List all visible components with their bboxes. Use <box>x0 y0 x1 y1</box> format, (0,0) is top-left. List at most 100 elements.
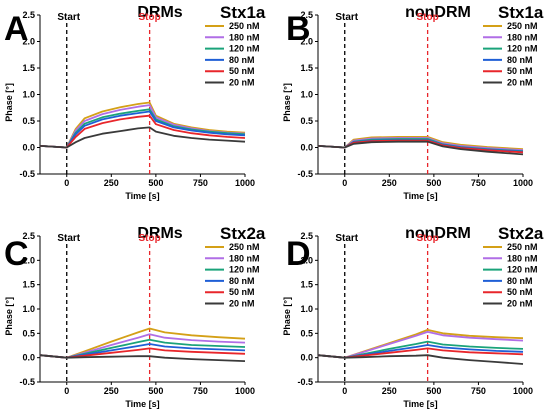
legend-label: 250 nM <box>507 21 538 31</box>
y-tick-label: 0.0 <box>22 353 35 363</box>
panel-title: nonDRM <box>405 4 471 21</box>
toxin-title: Stx2a <box>220 224 266 243</box>
stop-label: Stop <box>417 233 439 244</box>
panel-letter: A <box>4 10 29 48</box>
panel-title: nonDRM <box>405 225 471 242</box>
legend-label: 50 nM <box>229 66 255 76</box>
panel-letter: C <box>4 235 29 273</box>
y-tick-label: 1.0 <box>22 304 35 314</box>
panel-c: C DRMs Stx2a -0.5 0.0 0.5 1.0 1.5 2.0 2.5 0 250 500 7… <box>4 224 266 409</box>
y-tick-label: 1.5 <box>300 280 313 290</box>
x-tick-label: 0 <box>64 178 69 188</box>
toxin-title: Stx1a <box>220 3 266 22</box>
legend-label: 20 nM <box>229 78 255 88</box>
y-axis-title: Phase [°] <box>4 297 14 336</box>
x-axis-title: Time [s] <box>403 191 437 201</box>
y-tick-label: 0.5 <box>22 116 35 126</box>
panel-letter: B <box>286 10 311 48</box>
x-tick-label: 0 <box>342 178 347 188</box>
series-line-250-nm <box>39 101 246 149</box>
y-tick-label: -0.5 <box>19 377 35 387</box>
legend-label: 80 nM <box>507 276 533 286</box>
y-tick-label: -0.5 <box>297 169 313 179</box>
legend-label: 80 nM <box>229 276 255 286</box>
legend-label: 20 nM <box>507 299 533 309</box>
x-axis-title: Time [s] <box>403 399 437 409</box>
x-tick-label: 1000 <box>235 386 255 396</box>
y-tick-label: 2.5 <box>22 231 35 241</box>
y-tick-label: 0.0 <box>300 353 313 363</box>
y-tick-label: 1.0 <box>300 304 313 314</box>
stop-label: Stop <box>139 233 161 244</box>
y-tick-label: 0.0 <box>22 143 35 153</box>
x-tick-label: 1000 <box>513 386 533 396</box>
y-tick-label: -0.5 <box>19 169 35 179</box>
stop-label: Stop <box>139 12 161 23</box>
y-tick-label: 2.0 <box>22 255 35 265</box>
legend-label: 50 nM <box>507 66 533 76</box>
series-line-20-nm <box>39 126 246 149</box>
y-axis-title: Phase [°] <box>4 83 14 122</box>
x-tick-label: 500 <box>426 386 441 396</box>
y-tick-label: 2.5 <box>22 10 35 20</box>
y-tick-label: 2.0 <box>22 37 35 47</box>
legend-label: 180 nM <box>507 253 538 263</box>
y-axis-title: Phase [°] <box>282 297 292 336</box>
toxin-title: Stx1a <box>498 3 544 22</box>
x-tick-label: 0 <box>64 386 69 396</box>
y-tick-label: -0.5 <box>297 377 313 387</box>
y-tick-label: 2.5 <box>300 231 313 241</box>
y-axis-title: Phase [°] <box>282 83 292 122</box>
legend-label: 80 nM <box>507 55 533 65</box>
x-tick-label: 500 <box>426 178 441 188</box>
panel-title: DRMs <box>137 225 182 242</box>
x-tick-label: 1000 <box>235 178 255 188</box>
legend-label: 180 nM <box>229 32 260 42</box>
legend-label: 120 nM <box>507 44 538 54</box>
y-tick-label: 2.5 <box>300 10 313 20</box>
panel-title: DRMs <box>137 4 182 21</box>
x-tick-label: 250 <box>382 386 397 396</box>
series-line-20-nm <box>317 140 524 156</box>
x-tick-label: 250 <box>104 178 119 188</box>
toxin-title: Stx2a <box>498 224 544 243</box>
panel-letter: D <box>286 235 311 273</box>
x-tick-label: 250 <box>382 178 397 188</box>
y-tick-label: 1.0 <box>300 90 313 100</box>
x-axis-title: Time [s] <box>125 191 159 201</box>
x-axis-title: Time [s] <box>125 399 159 409</box>
legend-label: 250 nM <box>229 242 260 252</box>
y-tick-label: 1.5 <box>22 63 35 73</box>
start-label: Start <box>57 12 80 23</box>
y-tick-label: 2.0 <box>300 255 313 265</box>
stop-label: Stop <box>417 12 439 23</box>
x-tick-label: 0 <box>342 386 347 396</box>
y-tick-label: 0.5 <box>22 328 35 338</box>
legend-label: 50 nM <box>229 287 255 297</box>
legend-label: 80 nM <box>229 55 255 65</box>
x-tick-label: 1000 <box>513 178 533 188</box>
y-tick-label: 0.5 <box>300 116 313 126</box>
legend-label: 120 nM <box>229 44 260 54</box>
x-tick-label: 500 <box>148 386 163 396</box>
x-tick-label: 750 <box>193 386 208 396</box>
series-line-20-nm <box>317 354 524 365</box>
legend-label: 120 nM <box>229 265 260 275</box>
y-tick-label: 2.0 <box>300 37 313 47</box>
start-label: Start <box>335 233 358 244</box>
series-line-50-nm <box>39 114 246 149</box>
panel-a: A DRMs Stx1a -0.5 0.0 0.5 1.0 1.5 2.0 2.5 0 250 500 7… <box>4 3 266 201</box>
legend-label: 180 nM <box>507 32 538 42</box>
legend-label: 50 nM <box>507 287 533 297</box>
legend-label: 20 nM <box>229 299 255 309</box>
y-tick-label: 1.5 <box>300 63 313 73</box>
legend-label: 250 nM <box>507 242 538 252</box>
legend-label: 20 nM <box>507 78 533 88</box>
series-line-120-nm <box>39 108 246 149</box>
x-tick-label: 750 <box>471 178 486 188</box>
x-tick-label: 750 <box>471 386 486 396</box>
series-line-20-nm <box>39 354 246 362</box>
